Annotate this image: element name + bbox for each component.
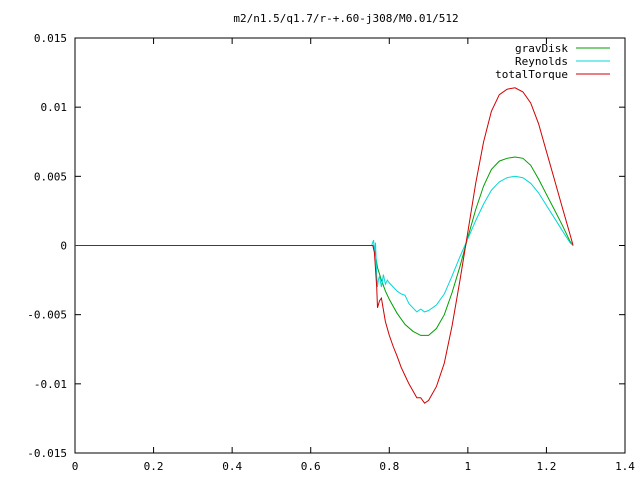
y-tick-label: -0.015 xyxy=(27,447,67,460)
x-tick-label: 0 xyxy=(72,460,79,473)
chart-title: m2/n1.5/q1.7/r-+.60-j308/M0.01/512 xyxy=(233,12,458,25)
y-tick-label: -0.005 xyxy=(27,309,67,322)
x-tick-label: 1 xyxy=(465,460,472,473)
legend-label-gravDisk: gravDisk xyxy=(515,42,568,55)
x-tick-label: 1.4 xyxy=(615,460,635,473)
y-tick-label: -0.01 xyxy=(34,378,67,391)
y-tick-label: 0.015 xyxy=(34,32,67,45)
x-tick-label: 0.2 xyxy=(144,460,164,473)
series-line-gravDisk xyxy=(75,156,574,336)
series-line-totalTorque xyxy=(75,87,574,404)
series-lines xyxy=(75,87,574,404)
legend-label-totalTorque: totalTorque xyxy=(495,68,568,81)
x-tick-label: 0.4 xyxy=(222,460,242,473)
y-tick-label: 0 xyxy=(60,240,67,253)
series-line-Reynolds xyxy=(75,175,574,313)
legend-label-Reynolds: Reynolds xyxy=(515,55,568,68)
x-tick-label: 0.6 xyxy=(301,460,321,473)
y-tick-label: 0.01 xyxy=(41,101,68,114)
x-tick-label: 1.2 xyxy=(536,460,556,473)
y-tick-label: 0.005 xyxy=(34,170,67,183)
axis-ticks: 0 0.2 0.4 0.6 0.8 1 1.2 1.4 -0.015 -0.01 -0.005 0 0.… xyxy=(27,32,635,473)
x-tick-label: 0.8 xyxy=(379,460,399,473)
